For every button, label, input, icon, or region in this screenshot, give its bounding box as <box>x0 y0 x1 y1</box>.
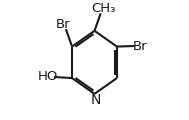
Text: Br: Br <box>56 18 70 31</box>
Text: HO: HO <box>38 70 58 84</box>
Text: CH₃: CH₃ <box>91 2 116 15</box>
Text: Br: Br <box>133 39 148 53</box>
Text: N: N <box>91 93 101 107</box>
